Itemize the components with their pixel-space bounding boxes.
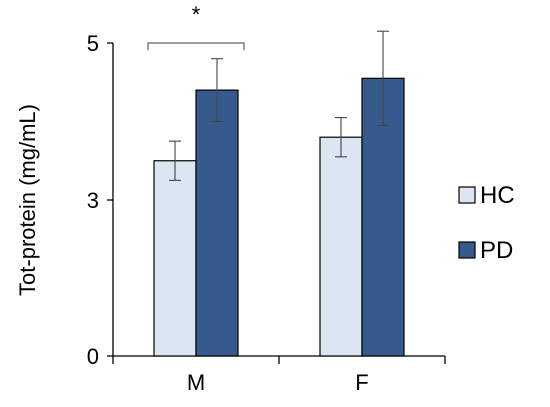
bar-HC-M [153,160,197,357]
y-axis-label: Tot-protein (mg/mL) [15,104,40,296]
significance-star: * [192,2,201,27]
legend-label: PD [480,237,513,264]
y-axis: 0 3 5 [87,31,114,369]
bars-group [153,77,405,357]
bar-PD-M [195,89,239,357]
error-bars-group [169,30,389,181]
x-tick-label: M [187,370,205,395]
legend-swatch [458,241,476,259]
legend: HC PD [458,182,515,264]
legend-item-HC: HC [458,182,515,209]
error-bar-HC-M [169,140,181,181]
annotations-group: * [147,2,245,50]
x-tick-label: F [355,370,368,395]
legend-item-PD: PD [458,237,513,264]
error-bar-PD-F [377,30,389,126]
significance-bracket: * [147,2,245,50]
y-tick-label: 5 [87,31,99,56]
y-tick-label: 0 [87,344,99,369]
error-bar-PD-M [211,58,223,123]
y-tick-label: 3 [87,188,99,213]
bar-HC-F [319,136,363,357]
legend-swatch [458,186,476,204]
error-bar-HC-F [335,117,347,158]
legend-label: HC [480,182,515,209]
